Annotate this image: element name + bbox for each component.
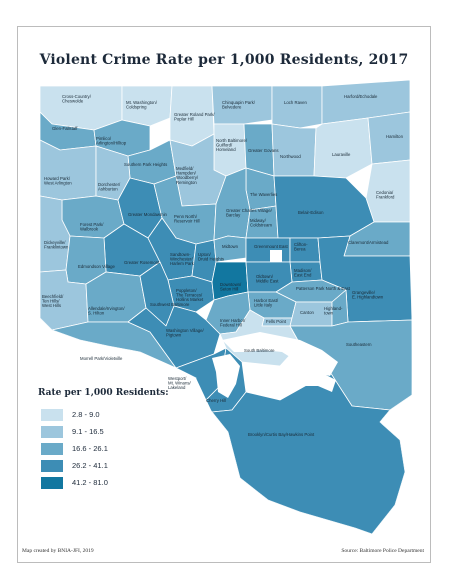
label-allendale: Allendale/Irvington/S. Hilton (88, 306, 125, 316)
label-clifton-berea: Clifton-Berea (294, 242, 308, 252)
label-canton: Canton (300, 310, 314, 315)
legend-label: 2.8 - 9.0 (72, 410, 100, 419)
label-lauraville: Lauraville (332, 152, 351, 157)
legend-item: 16.6 - 26.1 (40, 440, 108, 457)
data-source: Source: Baltimore Police Department (341, 548, 424, 554)
label-cedonia: Cedonia/Frankford (376, 190, 395, 200)
legend-swatch (40, 424, 64, 439)
region-cross-country[interactable] (40, 85, 123, 131)
region-chinquapin-park[interactable] (211, 85, 273, 125)
legend-title: Rate per 1,000 Residents: (38, 388, 169, 398)
map-credit: Map created by BNIA-JFI, 2019 (22, 548, 94, 554)
legend-label: 41.2 - 81.0 (72, 478, 108, 487)
neighborhood-labels: Cross-Country/Cheswolde Mt. Washington/C… (42, 94, 404, 437)
label-forest-park: Forest Park/Walbrook (80, 222, 104, 232)
legend-item: 41.2 - 81.0 (40, 474, 108, 491)
region-howard-park[interactable] (40, 139, 97, 201)
label-beechfield: Beechfield/Ten Hills/West Hills (42, 294, 64, 308)
label-inner-harbor: Inner Harbor/Federal Hill (220, 318, 246, 328)
label-greenmount-east: Greenmount East (254, 244, 288, 249)
label-midtown: Midtown (222, 244, 239, 249)
middle-branch (212, 354, 240, 398)
label-harbor-east: Harbor East/Little Italy (254, 298, 279, 308)
label-highlandtown: Highland-town (324, 306, 343, 316)
label-greater-govans: Greater Govans (248, 148, 279, 153)
label-oldtown: Oldtown/Middle East (256, 274, 279, 284)
label-south-baltimore: South Baltimore (244, 348, 275, 353)
label-midway: Midway/Coldstream (250, 218, 272, 228)
curtis-creek (286, 372, 336, 392)
label-southwest-baltimore: Southwest Baltimore (150, 302, 190, 307)
label-downtown: Downtown/Seton Hill (220, 282, 242, 292)
label-edmondson-village: Edmondson Village (78, 264, 116, 269)
label-brooklyn: Brooklyn/Curtis Bay/Hawkins Point (248, 432, 315, 437)
label-the-waverlies: The Waverlies (250, 192, 277, 197)
region-northwood[interactable] (271, 123, 317, 177)
legend-label: 9.1 - 16.5 (72, 427, 104, 436)
label-dickeyville: Dickeyville/Franklintown (44, 240, 69, 250)
harbor-water (212, 250, 338, 398)
legend-label: 26.2 - 41.1 (72, 461, 108, 470)
label-upton: Upton/Druid Heights (198, 252, 224, 262)
label-chinquapin-park: Chinquapin Park/Belvedere (222, 100, 256, 110)
label-loch-raven: Loch Raven (284, 100, 308, 105)
label-greater-rosemont: Greater Rosemont (124, 260, 160, 265)
legend-item: 9.1 - 16.5 (40, 423, 108, 440)
label-mt-washington: Mt. Washington/Coldspring (126, 100, 158, 110)
label-washington-village: Washington Village/Pigtown (166, 328, 205, 338)
label-claremont: Claremont/Armistead (348, 240, 389, 245)
legend: 2.8 - 9.0 9.1 - 16.5 16.6 - 26.1 26.2 - … (40, 406, 108, 491)
label-cross-country: Cross-Country/Cheswolde (62, 94, 92, 104)
label-penn-north: Penn North/Reservoir Hill (174, 214, 200, 224)
label-belair-edison: Belair-Edison (298, 210, 324, 215)
label-harford-echodale: Harford/Echodale (344, 94, 378, 99)
label-medfield: Medfield/Hampden/Woodberry/Remington (176, 166, 199, 185)
label-northwood: Northwood (280, 154, 301, 159)
legend-swatch (40, 441, 64, 456)
label-cherry-hill: Cherry Hill (206, 398, 226, 403)
legend-swatch (40, 407, 64, 422)
patapsco-main-channel (222, 332, 338, 376)
legend-item: 26.2 - 41.1 (40, 457, 108, 474)
map-frame (17, 26, 431, 563)
label-southern-park-heights: Southern Park Heights (124, 162, 167, 167)
legend-item: 2.8 - 9.0 (40, 406, 108, 423)
lake-montebello (270, 250, 282, 262)
label-westport: Westport/Mt. Winans/Lakeland (168, 376, 191, 390)
label-greater-charles-village: Greater Charles Village/Barclay (226, 208, 273, 218)
label-poppleton: Poppleton/The Terraces/Hollins Market (176, 288, 204, 302)
label-southeastern: Southeastern (346, 342, 372, 347)
label-greater-mondawmin: Greater Mondawmin (128, 212, 168, 217)
label-morrell-park: Morrell Park/Violetville (80, 356, 123, 361)
label-glen-falstaff: Glen-Fallstaff (52, 126, 78, 131)
label-north-baltimore: North Baltimore/Guilford/Homeland (216, 138, 248, 152)
region-greenmount-east[interactable] (245, 237, 291, 263)
region-belair-edison[interactable] (273, 175, 375, 239)
map-title: Violent Crime Rate per 1,000 Residents, … (39, 52, 409, 68)
label-madison-east-end: Madison/East End (294, 268, 312, 278)
label-sandtown: Sandtown-Winchester/Harlem Park (170, 252, 195, 266)
label-greater-roland-park: Greater Roland Park/Poplar Hill (174, 112, 215, 122)
label-fells-point: Fells Point (266, 319, 287, 324)
legend-label: 16.6 - 26.1 (72, 444, 108, 453)
region-mt-washington[interactable] (121, 85, 173, 127)
legend-swatch (40, 458, 64, 473)
region-lauraville[interactable] (313, 117, 373, 179)
label-pimlico: Pimlico/Arlington/Hilltop (96, 136, 127, 146)
label-dorchester: Dorchester/Ashburton (98, 182, 121, 192)
legend-swatch (40, 475, 64, 490)
label-hamilton: Hamilton (386, 134, 404, 139)
label-grangeville: Grangeville/E. Highlandtown (352, 290, 384, 300)
label-patterson-park: Patterson Park North & East (296, 286, 351, 291)
label-howard-park: Howard Park/West Arlington (44, 176, 72, 186)
region-loch-raven[interactable] (271, 85, 323, 129)
